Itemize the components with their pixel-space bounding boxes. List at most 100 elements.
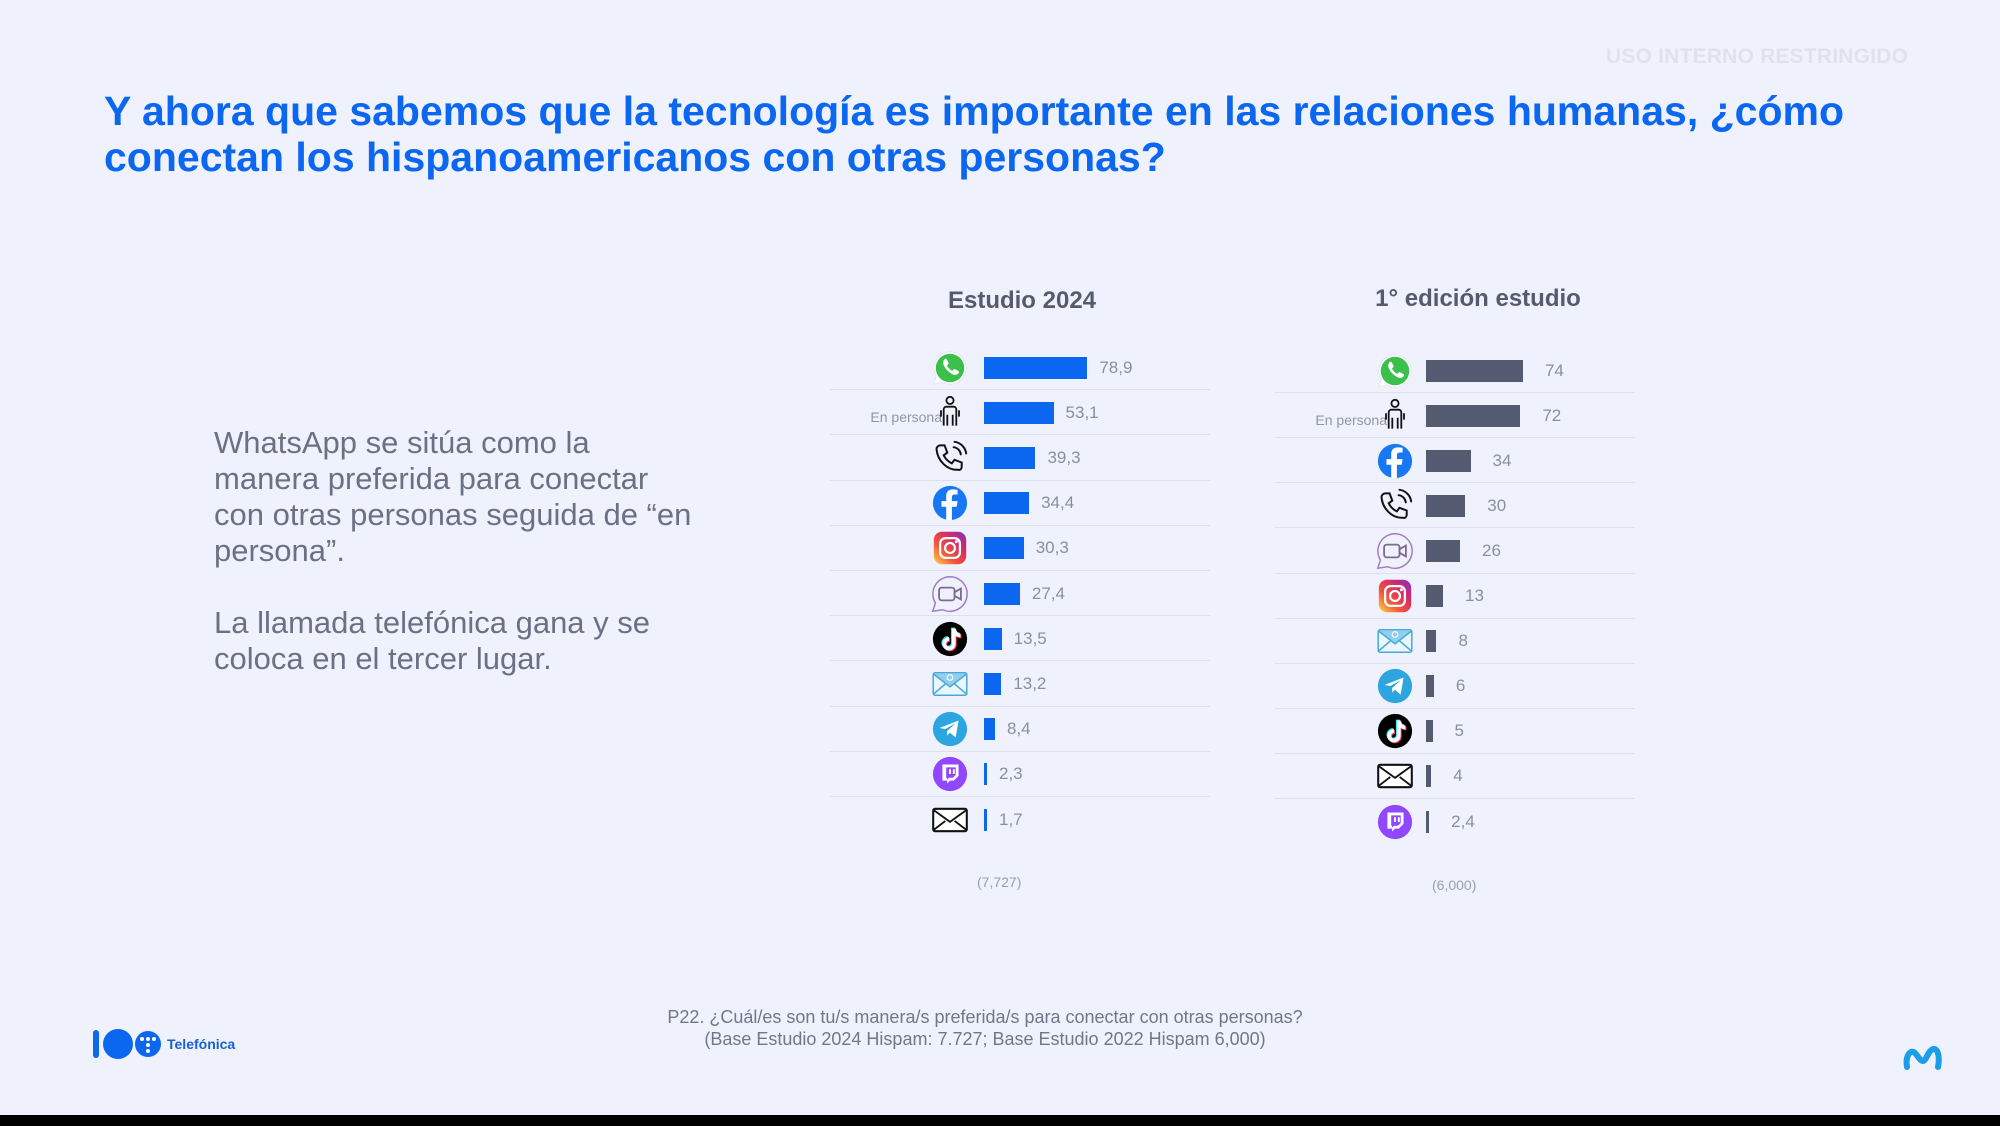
data-label: 13,5 — [1013, 628, 1047, 648]
footnote-question: P22. ¿Cuál/es son tu/s manera/s preferid… — [667, 1007, 1303, 1027]
bar-en-persona — [1426, 404, 1521, 427]
chart-row: 13,5 — [830, 616, 1210, 661]
data-label: 27,4 — [1031, 583, 1065, 603]
row-divider — [1275, 617, 1635, 619]
facebook-icon — [930, 483, 970, 523]
summary-paragraph: La llamada telefónica gana y se coloca e… — [214, 605, 651, 676]
bar-facebook — [1426, 449, 1471, 472]
data-label: 8,4 — [1007, 719, 1031, 739]
telefonica-t-icon — [135, 1031, 161, 1057]
telefonica-logo: Telefónica — [93, 1029, 235, 1059]
chart-row: 74 — [1275, 348, 1635, 393]
row-divider — [1275, 572, 1635, 574]
summary-paragraph: WhatsApp se sitúa como la manera preferi… — [214, 425, 692, 568]
chart-title-2024: Estudio 2024 — [947, 287, 1097, 314]
whatsapp-icon — [1375, 351, 1415, 391]
chart-row: 5 — [1275, 709, 1635, 754]
person-icon — [930, 393, 970, 433]
footnote: P22. ¿Cuál/es son tu/s manera/s preferid… — [560, 1006, 1410, 1050]
chart-row: 6 — [1275, 664, 1635, 709]
bar-whatsapp — [1426, 359, 1523, 382]
data-label: 78,9 — [1099, 357, 1133, 377]
chart-row: 26 — [1275, 528, 1635, 573]
chart-title-first-edition: 1° edición estudio — [1375, 285, 1581, 312]
instagram-icon — [1375, 576, 1415, 616]
data-label: 53,1 — [1065, 402, 1099, 422]
data-label: 2,3 — [999, 764, 1023, 784]
data-label: 34,4 — [1041, 493, 1075, 513]
telegram-icon — [930, 709, 970, 749]
data-label: 72 — [1542, 405, 1562, 425]
chart-row: 27,4 — [830, 571, 1210, 616]
chart-row: 2,4 — [1275, 799, 1635, 844]
telefonica-wordmark: Telefónica — [167, 1036, 236, 1052]
chart-row: En persona 53,1 — [830, 390, 1210, 435]
row-divider — [830, 434, 1210, 436]
chart-base-2024: (7,727) — [977, 874, 1022, 890]
tiktok-icon — [930, 619, 970, 659]
email-at-icon — [930, 664, 970, 704]
bar-twitch — [1426, 810, 1430, 833]
row-divider — [830, 615, 1210, 617]
telegram-icon — [1375, 666, 1415, 706]
row-divider — [1275, 527, 1635, 529]
chart-row: 2,3 — [830, 752, 1210, 797]
logo-one-mark — [93, 1030, 99, 1058]
bar-carta-correo — [1426, 765, 1432, 788]
twitch-icon — [930, 754, 970, 794]
data-label: 26 — [1482, 540, 1501, 560]
page-title: Y ahora que sabemos que la tecnología es… — [104, 88, 1844, 180]
data-label: 30,3 — [1035, 538, 1069, 558]
chart-row: 8 — [1275, 619, 1635, 664]
chart-row: 39,3 — [830, 435, 1210, 480]
row-divider — [830, 750, 1210, 752]
data-label: 30 — [1487, 495, 1507, 515]
chart-row: 34 — [1275, 438, 1635, 483]
row-divider — [1275, 707, 1635, 709]
data-label: 2,4 — [1451, 811, 1475, 831]
chart-row: 13 — [1275, 574, 1635, 619]
tiktok-icon — [1375, 711, 1415, 751]
data-label: 34 — [1492, 450, 1512, 470]
data-label: 13,2 — [1013, 673, 1047, 693]
data-label: 74 — [1544, 360, 1564, 380]
bar-llamada-telef-nica — [984, 446, 1036, 469]
bar-instagram — [984, 537, 1024, 560]
bar-email — [984, 672, 1002, 695]
row-label: En persona — [1315, 411, 1387, 428]
envelope-icon — [930, 800, 970, 840]
bar-email — [1426, 630, 1437, 653]
movistar-logo-icon — [1903, 1046, 1942, 1070]
facebook-icon — [1375, 441, 1415, 481]
video-call-icon — [930, 574, 970, 614]
person-icon — [1375, 396, 1415, 436]
phone-call-icon — [930, 438, 970, 478]
chart-row: En persona 72 — [1275, 393, 1635, 438]
classification-label: USO INTERNO RESTRINGIDO — [1606, 45, 1909, 68]
bar-facebook — [984, 492, 1030, 515]
data-label: 39,3 — [1047, 447, 1081, 467]
envelope-icon — [1375, 756, 1415, 796]
bar-llamada-telef-nica — [1426, 494, 1466, 517]
chart-row: 13,2 — [830, 661, 1210, 706]
whatsapp-icon — [930, 348, 970, 388]
twitch-icon — [1375, 802, 1415, 842]
data-label: 1,7 — [999, 809, 1023, 829]
row-divider — [1275, 752, 1635, 754]
row-divider — [1275, 662, 1635, 664]
data-label: 8 — [1458, 631, 1468, 651]
bar-telegram — [1426, 675, 1434, 698]
phone-call-icon — [1375, 486, 1415, 526]
row-divider — [830, 570, 1210, 571]
chart-first-edition: 74 En persona 72 34 30 26 13 8 6 5 4 2,4 — [1275, 348, 1635, 839]
chart-row: 30 — [1275, 483, 1635, 528]
footnote-base: (Base Estudio 2024 Hispam: 7.727; Base E… — [704, 1029, 1266, 1049]
bar-twitch — [984, 763, 987, 786]
row-divider — [1275, 798, 1635, 799]
bar-tiktok — [1426, 720, 1433, 743]
chart-row: 1,7 — [830, 797, 1210, 842]
row-divider — [1275, 482, 1635, 484]
data-label: 5 — [1454, 721, 1465, 741]
bar-instagram — [1426, 585, 1444, 608]
